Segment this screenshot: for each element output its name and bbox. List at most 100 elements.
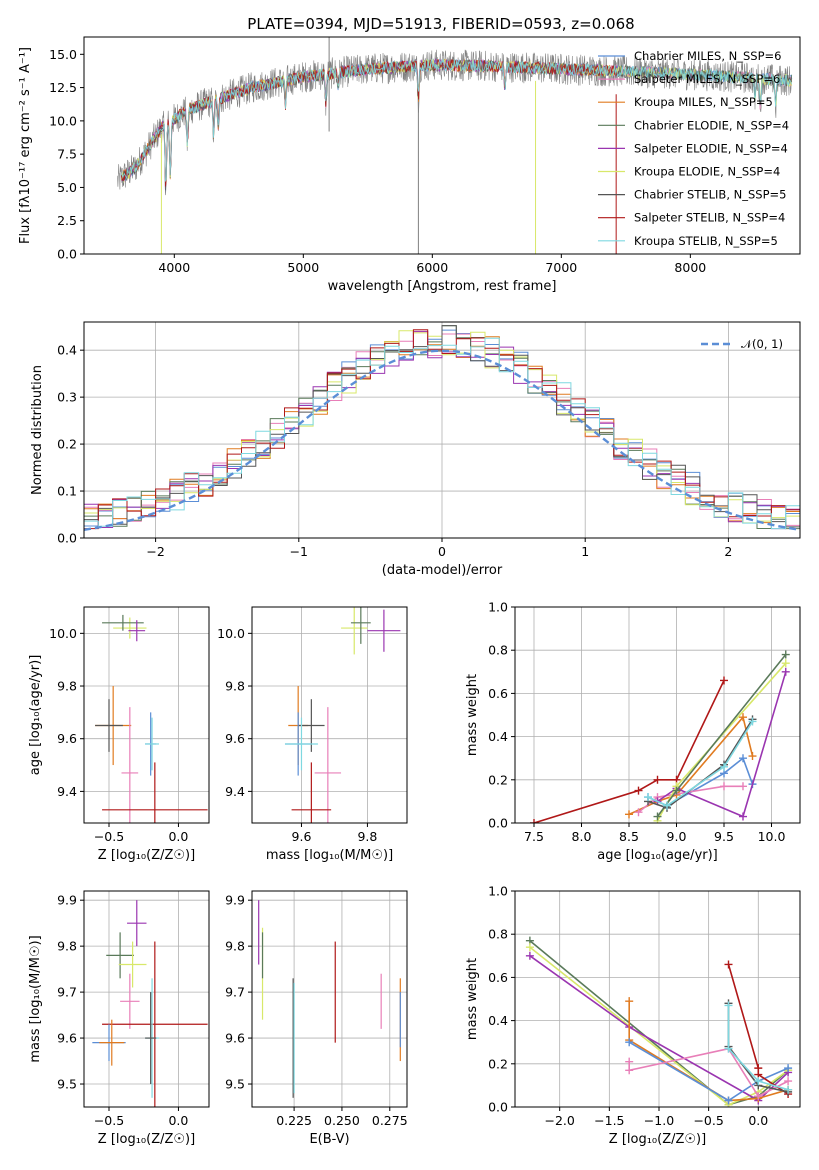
x-tick-label: 4000 [158, 260, 190, 275]
y-tick-label: 1.0 [488, 884, 508, 899]
x-tick-label: 5000 [287, 260, 319, 275]
weight-marker-salpeter_miles [625, 1066, 634, 1075]
legend: Chabrier MILES, N_SSP=6 Salpeter MILES, N… [598, 49, 789, 248]
y-axis-label: Flux [fλ10⁻¹⁷ erg cm⁻² s⁻¹ A⁻¹] [18, 47, 33, 244]
y-axis-label: mass weight [465, 674, 480, 756]
y-tick-label: 0.0 [57, 247, 77, 262]
y-tick-label: 9.4 [225, 784, 245, 799]
axes-frame [514, 890, 801, 1108]
axes-frame [83, 890, 210, 1108]
weight-marker-salpeter_elodie [781, 667, 790, 676]
y-tick-label: 9.8 [57, 939, 77, 954]
mass-vs-metallicity-panel: −0.5 0.0 9.5 9.6 9.7 9.8 9.9 Z [log₁₀(Z/Z☉)] mas… [28, 890, 210, 1147]
weight-marker-chabrier_miles [784, 1064, 793, 1073]
legend-label: Kroupa ELODIE, N_SSP=4 [634, 165, 780, 179]
axes-frame [83, 606, 210, 824]
x-tick-label: 0.250 [324, 1113, 360, 1128]
weight-marker-kroupa_stelib [724, 1001, 733, 1010]
y-tick-label: 5.0 [57, 180, 77, 195]
normal-distribution-curve [84, 349, 800, 531]
y-tick-label: 10.0 [49, 113, 77, 128]
plot-area [95, 614, 208, 823]
x-axis-label: E(B-V) [309, 1132, 349, 1147]
weight-marker-kroupa_miles [625, 997, 634, 1006]
y-tick-label: 9.6 [57, 731, 77, 746]
x-tick-label: −2 [146, 544, 164, 559]
x-tick-label: 8000 [674, 260, 706, 275]
weight-marker-salpeter_stelib [720, 676, 728, 685]
plot-area [284, 607, 401, 823]
weight-line-kroupa_stelib [727, 1005, 789, 1091]
y-tick-label: 0.4 [57, 343, 77, 358]
y-tick-label: 2.5 [57, 213, 77, 228]
residual-histogram-kroupa_stelib [84, 337, 800, 530]
plot-area [530, 650, 790, 823]
weight-marker-kroupa_stelib [720, 762, 728, 771]
weight-marker-salpeter_miles [754, 1092, 763, 1101]
x-tick-label: 0.0 [168, 1113, 188, 1128]
weight-vs-age-panel: 7.5 8.0 8.5 9.0 9.5 10.0 0.0 0.2 0.4 0.6 0.8 1.0 age… [465, 600, 801, 863]
x-tick-label: −1.5 [594, 1113, 624, 1128]
legend-label: Salpeter MILES, N_SSP=6 [634, 72, 780, 86]
x-tick-label: 0 [438, 544, 446, 559]
y-tick-label: 10.0 [217, 626, 245, 641]
y-tick-label: 9.9 [57, 893, 77, 908]
x-tick-label: 7.5 [524, 829, 544, 844]
age-vs-mass-panel: 9.6 9.8 9.4 9.6 9.8 10.0 mass [log₁₀(M/M☉)] [217, 606, 408, 863]
weight-marker-kroupa_stelib [754, 1077, 763, 1086]
x-tick-label: 1 [581, 544, 589, 559]
axes-frame [514, 606, 801, 824]
legend-label: Chabrier MILES, N_SSP=6 [634, 49, 781, 63]
weight-marker-kroupa_elodie [781, 659, 790, 668]
weight-marker-salpeter_stelib [530, 819, 538, 823]
y-tick-label: 0.0 [488, 816, 508, 831]
x-tick-label: 9.5 [714, 829, 734, 844]
x-axis-label: mass [log₁₀(M/M☉)] [266, 848, 393, 863]
plot-area [525, 936, 793, 1107]
figure-title: PLATE=0394, MJD=51913, FIBERID=0593, z=0… [247, 15, 634, 33]
x-tick-label: −0.5 [693, 1113, 723, 1128]
y-tick-label: 0.6 [488, 686, 508, 701]
x-tick-label: −0.5 [94, 1113, 124, 1128]
weight-marker-kroupa_stelib [663, 801, 671, 810]
y-tick-label: 10.0 [49, 626, 77, 641]
weight-marker-kroupa_stelib [724, 1044, 733, 1053]
model-spectrum-salpeter_stelib [121, 58, 618, 187]
y-tick-label: 0.4 [488, 1013, 508, 1028]
axes-frame [251, 890, 408, 1108]
axes-frame [251, 606, 408, 824]
y-tick-label: 9.7 [57, 985, 77, 1000]
y-tick-label: 1.0 [488, 600, 508, 615]
model-spectrum-salpeter_elodie [121, 58, 618, 182]
weight-marker-salpeter_elodie [739, 812, 747, 821]
x-tick-label: 0.225 [276, 1113, 312, 1128]
axes-frame [83, 36, 801, 255]
weight-marker-chabrier_miles [625, 1038, 634, 1047]
x-tick-label: −1 [290, 544, 308, 559]
weight-marker-kroupa_miles [748, 752, 757, 761]
spectrum-panel: 4000 5000 6000 7000 8000 0.0 2.5 5.0 7.5 10.0 12.5… [18, 36, 801, 294]
x-tick-label: 0.0 [168, 829, 188, 844]
residual-histogram-panel: −2 −1 0 1 2 0.0 0.1 0.2 0.3 0.4 (data-model)/error… [30, 321, 801, 578]
legend-label: Kroupa MILES, N_SSP=5 [634, 95, 773, 109]
weight-vs-metallicity-panel: −2.0 −1.5 −1.0 −0.5 0.0 0.0 0.2 0.4 0.6 0.8 1.0 Z [… [465, 884, 801, 1147]
weight-line-kroupa_stelib [647, 721, 754, 807]
x-tick-label: −1.0 [644, 1113, 674, 1128]
x-tick-label: 9.0 [667, 829, 687, 844]
x-axis-label: age [log₁₀(age/yr)] [597, 848, 718, 863]
y-tick-label: 15.0 [49, 47, 77, 62]
x-tick-label: 8.5 [619, 829, 639, 844]
x-tick-label: 0.275 [372, 1113, 408, 1128]
age-vs-metallicity-panel: −0.5 0.0 9.4 9.6 9.8 10.0 Z [log₁₀(Z/Z☉)] age [… [28, 606, 210, 863]
y-tick-label: 0.0 [57, 531, 77, 546]
y-tick-label: 9.8 [225, 679, 245, 694]
y-tick-label: 0.1 [57, 484, 77, 499]
model-spectrum-kroupa_miles [121, 58, 617, 183]
weight-marker-salpeter_stelib [724, 960, 733, 969]
y-axis-label: mass weight [465, 958, 480, 1040]
y-tick-label: 7.5 [57, 147, 77, 162]
y-tick-label: 9.9 [225, 893, 245, 908]
x-tick-label: 9.8 [357, 829, 377, 844]
weight-marker-kroupa_elodie [525, 943, 534, 952]
